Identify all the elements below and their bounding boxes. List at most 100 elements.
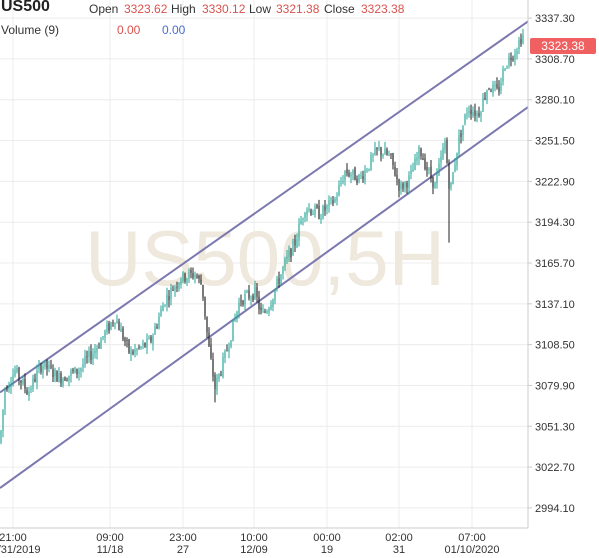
axes <box>0 0 529 529</box>
y-tick-label: 3137.10 <box>535 299 575 311</box>
candle-body <box>210 344 212 359</box>
candle-body <box>512 59 514 61</box>
candle-body <box>106 324 108 333</box>
candle-body <box>352 169 354 175</box>
candle-body <box>392 153 394 166</box>
candle-body <box>130 350 132 355</box>
candle-body <box>452 172 454 185</box>
candle-body <box>194 274 196 278</box>
candle-body <box>102 336 104 338</box>
candle-body <box>148 338 150 340</box>
candle-body <box>230 340 232 348</box>
candle-body <box>254 286 256 299</box>
candle-body <box>98 347 100 349</box>
candle-body <box>212 359 214 377</box>
candle-body <box>344 170 346 181</box>
candle-body <box>236 311 238 319</box>
candle-body <box>262 311 264 313</box>
candle-body <box>516 50 518 54</box>
low-value: 3321.38 <box>276 2 320 16</box>
candle-body <box>76 368 78 374</box>
candle-body <box>42 366 44 374</box>
candle-body <box>384 148 386 155</box>
candle-body <box>520 39 522 44</box>
y-tick-label: 3165.70 <box>535 258 575 270</box>
candle-body <box>510 57 512 60</box>
candle-body <box>220 374 222 376</box>
x-tick-time: 07:00 <box>458 532 486 544</box>
candle-body <box>86 356 88 358</box>
candle-body <box>198 276 200 279</box>
y-tick-label: 3222.90 <box>535 176 575 188</box>
candle-body <box>360 175 362 177</box>
candle-body <box>80 368 82 372</box>
candle-body <box>490 90 492 92</box>
candle-body <box>448 163 450 189</box>
candle-body <box>456 152 458 166</box>
candle-body <box>264 311 266 313</box>
candle-body <box>50 366 52 368</box>
candle-body <box>486 90 488 101</box>
candle-body <box>276 278 278 289</box>
candle-body <box>226 350 228 352</box>
candle-body <box>342 181 344 183</box>
candle-body <box>410 170 412 174</box>
candle-body <box>362 176 364 180</box>
candle-body <box>20 380 22 383</box>
candle-body <box>402 183 404 189</box>
x-tick-time: 00:00 <box>313 532 341 544</box>
candle-body <box>188 271 190 280</box>
candle-body <box>374 148 376 155</box>
candle-body <box>34 378 36 382</box>
candle-body <box>468 111 470 114</box>
y-tick-label: 3308.70 <box>535 54 575 66</box>
candle-body <box>242 300 244 305</box>
candle-body <box>52 369 54 378</box>
candle-body <box>108 323 110 331</box>
candle-body <box>26 390 28 395</box>
candle-body <box>38 365 40 369</box>
candle-body <box>338 185 340 196</box>
candle-body <box>146 338 148 348</box>
candle-body <box>304 213 306 218</box>
candle-body <box>436 173 438 184</box>
candle-body <box>492 84 494 94</box>
candle-body <box>156 326 158 328</box>
symbol-title: US500 <box>1 0 50 15</box>
candle-body <box>320 218 322 220</box>
x-tick-date: 27 <box>177 544 189 556</box>
candle-body <box>318 205 320 219</box>
candle-body <box>96 348 98 353</box>
volume-value-1: 0.00 <box>117 23 141 37</box>
candle-body <box>310 209 312 215</box>
y-tick-label: 3079.90 <box>535 380 575 392</box>
candle-body <box>498 87 500 93</box>
last-price-badge: 3323.38 <box>530 38 596 54</box>
candle-body <box>274 289 276 300</box>
candle-body <box>496 84 498 88</box>
candle-body <box>280 274 282 286</box>
candle-body <box>296 239 298 248</box>
candle-body <box>74 367 76 374</box>
candle-body <box>350 175 352 177</box>
y-tick-label: 3022.70 <box>535 462 575 474</box>
candle-body <box>60 373 62 384</box>
candle-body <box>134 349 136 353</box>
candle-body <box>118 321 120 331</box>
candle-body <box>506 66 508 68</box>
candle-body <box>8 385 10 390</box>
candle-body <box>216 378 218 391</box>
candle-body <box>250 297 252 299</box>
candle-body <box>56 370 58 382</box>
candle-body <box>272 299 274 307</box>
candle-body <box>160 309 162 317</box>
candle-body <box>376 147 378 150</box>
candle-body <box>266 311 268 313</box>
candle-body <box>150 336 152 342</box>
candle-body <box>288 250 290 257</box>
candle-body <box>162 305 164 312</box>
x-tick-date: 19 <box>321 544 333 556</box>
candle-body <box>132 351 134 355</box>
candle-body <box>36 370 38 383</box>
